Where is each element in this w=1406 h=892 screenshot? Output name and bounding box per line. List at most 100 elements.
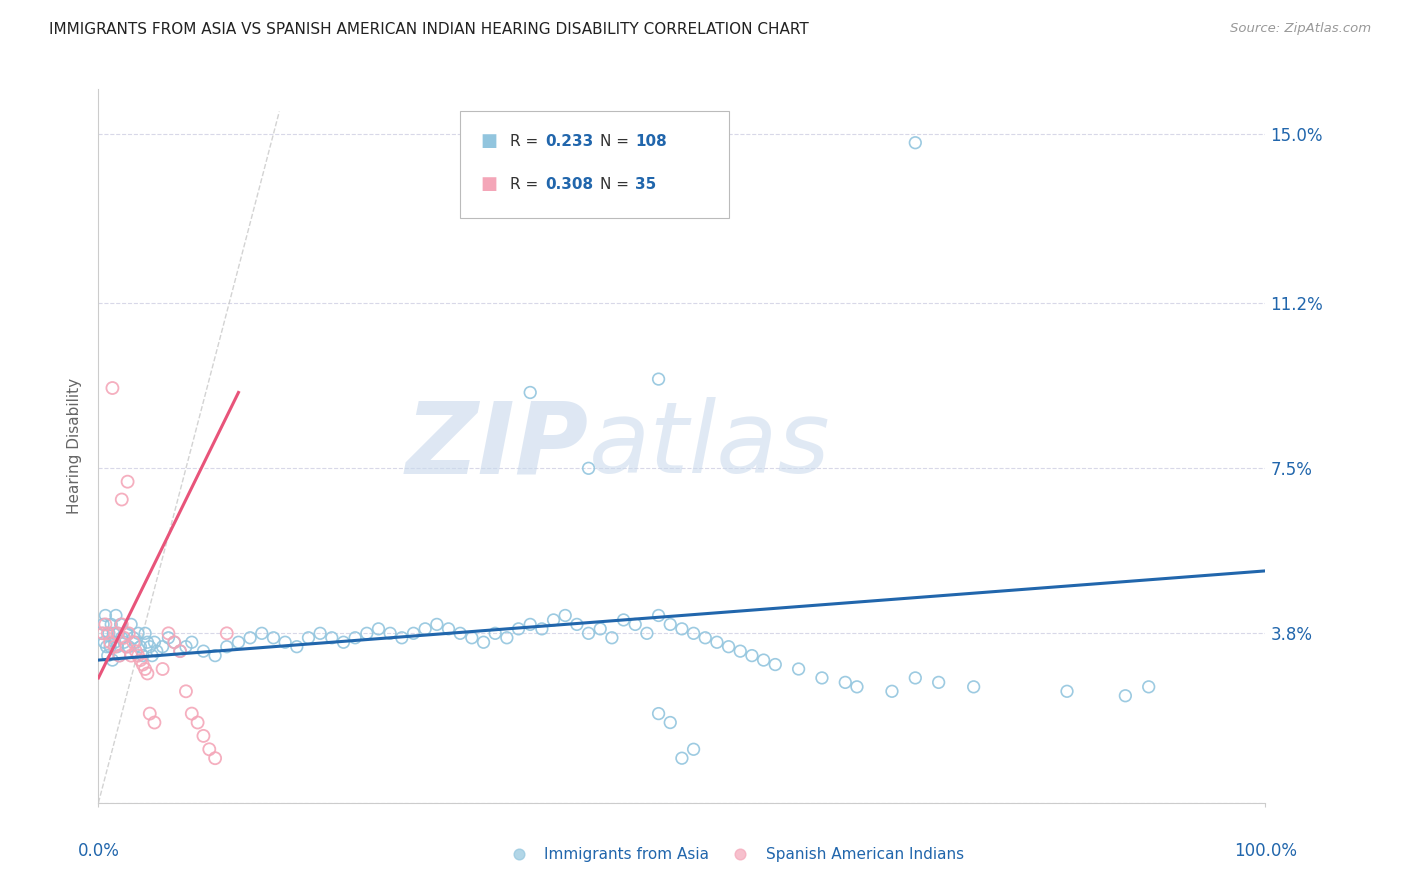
Text: R =: R = <box>510 134 544 149</box>
Point <box>112 631 135 645</box>
Point <box>152 662 174 676</box>
Point <box>695 631 717 645</box>
Point <box>1056 684 1078 698</box>
Point <box>600 631 623 645</box>
Point <box>180 706 202 721</box>
FancyBboxPatch shape <box>460 111 728 218</box>
Point <box>297 631 319 645</box>
Point <box>101 381 124 395</box>
Point <box>344 631 367 645</box>
Point <box>132 648 155 663</box>
Point <box>636 626 658 640</box>
Text: ■: ■ <box>479 132 498 150</box>
Point <box>120 648 142 663</box>
Point <box>101 653 124 667</box>
Point <box>104 635 127 649</box>
Point <box>127 648 149 663</box>
Point <box>198 742 221 756</box>
Point <box>880 684 903 698</box>
Text: 0.0%: 0.0% <box>77 842 120 860</box>
Point <box>125 635 148 649</box>
Point <box>139 706 162 721</box>
Point <box>647 608 669 623</box>
Text: Source: ZipAtlas.com: Source: ZipAtlas.com <box>1230 22 1371 36</box>
Point <box>132 657 155 672</box>
Point <box>904 136 927 150</box>
Point <box>111 492 134 507</box>
Point <box>91 617 114 632</box>
Text: atlas: atlas <box>589 398 830 494</box>
Point <box>787 662 810 676</box>
Point <box>193 644 215 658</box>
Point <box>519 385 541 400</box>
Point <box>332 635 354 649</box>
Point <box>98 640 121 654</box>
Text: N =: N = <box>600 134 634 149</box>
Point <box>659 617 682 632</box>
Point <box>204 648 226 663</box>
Point <box>519 617 541 632</box>
Point <box>274 635 297 649</box>
Point <box>152 640 174 654</box>
Point <box>391 631 413 645</box>
Point <box>484 626 506 640</box>
Point <box>125 644 148 658</box>
Point <box>163 635 186 649</box>
Point <box>589 622 612 636</box>
Point <box>107 626 129 640</box>
Point <box>811 671 834 685</box>
Point <box>180 635 202 649</box>
Point <box>108 648 131 663</box>
Point <box>136 666 159 681</box>
Point <box>174 640 197 654</box>
Point <box>163 635 186 649</box>
Y-axis label: Hearing Disability: Hearing Disability <box>67 378 83 514</box>
Point <box>834 675 856 690</box>
Point <box>117 475 139 489</box>
Point <box>134 662 156 676</box>
Point <box>111 631 134 645</box>
Point <box>413 622 436 636</box>
Point <box>671 751 693 765</box>
Point <box>228 635 250 649</box>
Point <box>706 635 728 649</box>
Point <box>141 648 163 663</box>
Point <box>122 631 145 645</box>
Text: R =: R = <box>510 177 544 192</box>
Point <box>1114 689 1136 703</box>
Point <box>105 626 128 640</box>
Point <box>169 644 191 658</box>
Point <box>98 635 121 649</box>
Point <box>120 617 142 632</box>
Point <box>215 640 238 654</box>
Point <box>143 715 166 730</box>
Point <box>624 617 647 632</box>
Point <box>659 715 682 730</box>
Point <box>543 613 565 627</box>
Point <box>554 608 576 623</box>
Point <box>367 622 389 636</box>
Point <box>97 648 120 663</box>
Point <box>613 613 636 627</box>
Point <box>682 742 704 756</box>
Point <box>402 626 425 640</box>
Point <box>104 640 127 654</box>
Point <box>578 626 600 640</box>
Point <box>94 617 117 632</box>
Point <box>262 631 284 645</box>
Point <box>309 626 332 640</box>
Point <box>146 644 169 658</box>
Point <box>530 622 553 636</box>
Point <box>136 635 159 649</box>
Point <box>215 626 238 640</box>
Point <box>496 631 519 645</box>
Point <box>129 653 152 667</box>
Point <box>90 626 112 640</box>
Text: Immigrants from Asia: Immigrants from Asia <box>544 847 709 862</box>
Point <box>717 640 740 654</box>
Point <box>904 671 927 685</box>
Point <box>250 626 273 640</box>
Point <box>111 617 134 632</box>
Point <box>647 706 669 721</box>
Point <box>1137 680 1160 694</box>
